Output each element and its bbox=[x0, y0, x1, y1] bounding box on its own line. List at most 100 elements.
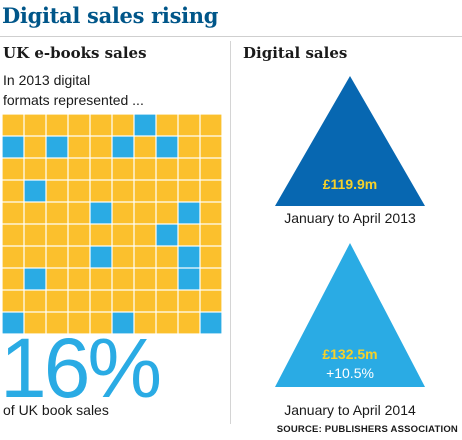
change-2014: +10.5% bbox=[326, 365, 374, 381]
waffle-cell bbox=[68, 114, 90, 136]
waffle-cell bbox=[178, 114, 200, 136]
waffle-cell bbox=[24, 246, 46, 268]
waffle-cell bbox=[112, 268, 134, 290]
waffle-cell bbox=[134, 268, 156, 290]
waffle-cell-digital bbox=[2, 136, 24, 158]
waffle-cell-digital bbox=[156, 136, 178, 158]
waffle-cell bbox=[112, 158, 134, 180]
waffle-cell bbox=[178, 290, 200, 312]
waffle-cell bbox=[178, 136, 200, 158]
triangle-2014 bbox=[275, 243, 425, 387]
waffle-cell-digital bbox=[90, 202, 112, 224]
waffle-cell bbox=[156, 114, 178, 136]
waffle-cell bbox=[90, 268, 112, 290]
waffle-cell bbox=[68, 158, 90, 180]
triangle-2014-shape bbox=[275, 243, 425, 387]
waffle-cell bbox=[68, 268, 90, 290]
waffle-cell bbox=[2, 180, 24, 202]
waffle-cell-digital bbox=[2, 312, 24, 334]
waffle-cell-digital bbox=[24, 268, 46, 290]
waffle-cell bbox=[156, 180, 178, 202]
waffle-cell bbox=[134, 224, 156, 246]
waffle-cell bbox=[90, 114, 112, 136]
waffle-cell bbox=[24, 114, 46, 136]
waffle-cell bbox=[2, 114, 24, 136]
waffle-cell bbox=[24, 158, 46, 180]
waffle-cell-digital bbox=[178, 268, 200, 290]
waffle-cell bbox=[112, 246, 134, 268]
waffle-cell-digital bbox=[178, 202, 200, 224]
waffle-cell bbox=[24, 224, 46, 246]
waffle-cell bbox=[112, 224, 134, 246]
waffle-cell bbox=[156, 202, 178, 224]
waffle-cell bbox=[46, 158, 68, 180]
waffle-cell bbox=[68, 180, 90, 202]
waffle-cell bbox=[2, 158, 24, 180]
waffle-cell bbox=[46, 224, 68, 246]
caption-2014: January to April 2014 bbox=[284, 402, 416, 418]
waffle-cell bbox=[134, 246, 156, 268]
waffle-cell-digital bbox=[90, 246, 112, 268]
ebooks-subtitle: In 2013 digital formats represented ... bbox=[3, 70, 203, 110]
waffle-cell bbox=[156, 268, 178, 290]
waffle-grid bbox=[2, 114, 222, 334]
subtitle-line-2: formats represented ... bbox=[3, 92, 144, 108]
waffle-cell bbox=[68, 136, 90, 158]
waffle-cell bbox=[112, 290, 134, 312]
waffle-cell bbox=[46, 114, 68, 136]
waffle-cell bbox=[200, 246, 222, 268]
waffle-cell-digital bbox=[156, 224, 178, 246]
waffle-cell bbox=[68, 246, 90, 268]
share-label: of UK book sales bbox=[3, 402, 109, 418]
waffle-cell bbox=[134, 202, 156, 224]
waffle-cell bbox=[156, 158, 178, 180]
waffle-cell bbox=[200, 290, 222, 312]
waffle-cell bbox=[178, 312, 200, 334]
waffle-cell bbox=[90, 158, 112, 180]
waffle-cell bbox=[24, 290, 46, 312]
waffle-cell bbox=[200, 158, 222, 180]
waffle-cell bbox=[178, 158, 200, 180]
waffle-cell bbox=[90, 136, 112, 158]
waffle-cell bbox=[90, 312, 112, 334]
triangle-2013-shape bbox=[275, 76, 425, 206]
waffle-cell bbox=[46, 312, 68, 334]
waffle-cell bbox=[90, 180, 112, 202]
waffle-cell bbox=[156, 290, 178, 312]
waffle-cell bbox=[156, 246, 178, 268]
waffle-cell bbox=[134, 180, 156, 202]
value-2013: £119.9m bbox=[322, 176, 378, 192]
waffle-cell-digital bbox=[200, 312, 222, 334]
vertical-divider bbox=[230, 41, 231, 424]
waffle-cell bbox=[134, 158, 156, 180]
ebooks-section-title: UK e-books sales bbox=[3, 44, 147, 62]
waffle-cell bbox=[46, 268, 68, 290]
waffle-cell-digital bbox=[46, 136, 68, 158]
caption-2013: January to April 2013 bbox=[284, 210, 416, 226]
value-2014: £132.5m bbox=[322, 346, 378, 362]
waffle-cell bbox=[156, 312, 178, 334]
waffle-cell bbox=[2, 268, 24, 290]
waffle-cell bbox=[178, 224, 200, 246]
waffle-cell bbox=[24, 136, 46, 158]
waffle-cell bbox=[200, 136, 222, 158]
source-note: SOURCE: PUBLISHERS ASSOCIATION bbox=[276, 424, 458, 435]
waffle-cell bbox=[2, 290, 24, 312]
waffle-cell-digital bbox=[112, 136, 134, 158]
waffle-cell bbox=[112, 202, 134, 224]
waffle-cell bbox=[112, 114, 134, 136]
waffle-cell bbox=[178, 180, 200, 202]
waffle-cell bbox=[112, 180, 134, 202]
waffle-cell-digital bbox=[24, 180, 46, 202]
share-percentage: 16% bbox=[0, 321, 162, 415]
top-divider bbox=[0, 36, 462, 37]
waffle-cell-digital bbox=[178, 246, 200, 268]
waffle-cell bbox=[68, 202, 90, 224]
digital-sales-section-title: Digital sales bbox=[243, 44, 348, 62]
waffle-cell bbox=[68, 290, 90, 312]
waffle-cell bbox=[90, 290, 112, 312]
waffle-cell bbox=[46, 202, 68, 224]
waffle-cell bbox=[200, 114, 222, 136]
waffle-cell bbox=[200, 224, 222, 246]
waffle-cell bbox=[134, 136, 156, 158]
